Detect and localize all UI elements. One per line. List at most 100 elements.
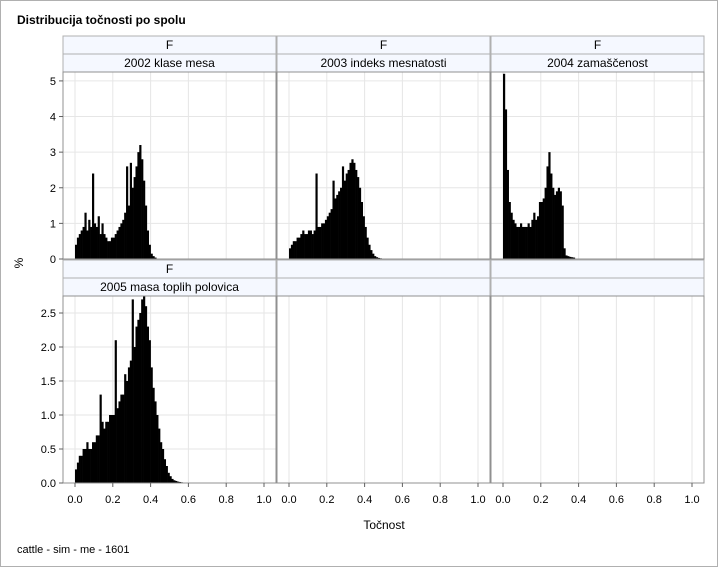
histogram-bar bbox=[152, 387, 155, 483]
histogram-bar bbox=[375, 257, 379, 259]
y-tick-label: 4 bbox=[50, 112, 56, 124]
plot-area bbox=[277, 296, 490, 483]
histogram-bar bbox=[326, 216, 329, 259]
histogram-bar bbox=[118, 401, 121, 483]
histogram-bar bbox=[82, 226, 85, 259]
histogram-bar bbox=[503, 73, 506, 259]
x-tick-label: 0.6 bbox=[609, 494, 624, 506]
histogram-bar bbox=[304, 234, 307, 259]
x-tick-label: 0.4 bbox=[143, 494, 158, 506]
y-tick-label: 0.0 bbox=[41, 478, 56, 490]
histogram-bar bbox=[309, 230, 312, 259]
panel-header-box bbox=[490, 277, 705, 297]
histogram-bar bbox=[129, 162, 132, 259]
histogram-bar bbox=[552, 187, 555, 259]
histogram-bar bbox=[370, 250, 373, 259]
histogram-bar bbox=[97, 216, 100, 259]
histogram-bar bbox=[116, 408, 119, 483]
histogram-bar bbox=[131, 299, 134, 483]
histogram-bar bbox=[84, 449, 87, 483]
histogram-bar bbox=[533, 212, 536, 259]
histogram-bar bbox=[368, 244, 371, 259]
histogram-bar bbox=[341, 166, 345, 259]
histogram-bar bbox=[127, 367, 131, 483]
y-tick-label: 0.5 bbox=[41, 444, 56, 456]
row-header-box bbox=[276, 259, 491, 279]
histogram-bar bbox=[538, 202, 542, 259]
histogram-bar bbox=[177, 481, 180, 483]
histogram-bar bbox=[336, 194, 339, 259]
histogram-bar bbox=[537, 216, 540, 259]
histogram-bar bbox=[114, 340, 117, 483]
plot-border bbox=[62, 295, 277, 484]
histogram-bar bbox=[137, 319, 140, 483]
y-tick-label: 1 bbox=[50, 218, 56, 230]
histogram-bar bbox=[525, 226, 528, 259]
histogram-bar bbox=[563, 248, 566, 259]
panel-header-label: 2002 klase mesa bbox=[124, 56, 215, 70]
plot-area bbox=[491, 296, 704, 483]
histogram-bar bbox=[324, 219, 328, 259]
histogram-bar bbox=[76, 462, 80, 483]
histogram-bar bbox=[148, 244, 151, 259]
y-tick-label: 5 bbox=[50, 76, 56, 88]
histogram-bar bbox=[144, 205, 148, 259]
y-tick-label: 0 bbox=[50, 254, 56, 266]
histogram-bar bbox=[88, 219, 91, 259]
plot-area bbox=[277, 72, 490, 259]
y-axis-label: % bbox=[12, 257, 26, 268]
histogram-bar bbox=[508, 202, 511, 259]
histogram-bar bbox=[300, 234, 303, 259]
histogram-bar bbox=[143, 180, 146, 259]
histogram-bar bbox=[362, 216, 365, 259]
histogram-bar bbox=[80, 230, 83, 259]
histogram-bar bbox=[144, 306, 148, 483]
plot-border bbox=[62, 71, 277, 260]
histogram-bar bbox=[569, 256, 572, 259]
histogram-bar bbox=[506, 169, 509, 259]
histogram-bar bbox=[351, 159, 354, 259]
histogram-bar bbox=[364, 226, 367, 259]
histogram-bar bbox=[355, 169, 358, 259]
histogram-bar bbox=[313, 230, 316, 259]
histogram-bar bbox=[120, 223, 123, 259]
histogram-bar bbox=[523, 226, 526, 259]
histogram-bar bbox=[93, 223, 97, 259]
chart-title: Distribucija točnosti po spolu bbox=[17, 13, 186, 27]
x-tick-label: 0.4 bbox=[357, 494, 372, 506]
footnote: cattle - sim - me - 1601 bbox=[17, 544, 129, 556]
histogram-bar bbox=[559, 191, 562, 259]
histogram-bar bbox=[156, 415, 159, 483]
row-header-label: F bbox=[594, 38, 601, 52]
histogram-bar bbox=[99, 234, 102, 259]
histogram-bar bbox=[131, 187, 134, 259]
histogram-bar bbox=[141, 299, 144, 483]
histogram-bar bbox=[86, 230, 89, 259]
histogram-bar bbox=[86, 442, 89, 483]
histogram-bar bbox=[120, 394, 123, 483]
x-tick-label: 0.2 bbox=[533, 494, 548, 506]
y-tick-label: 3 bbox=[50, 147, 56, 159]
histogram-bar bbox=[546, 166, 549, 259]
histogram-bar bbox=[146, 326, 150, 483]
histogram-bar bbox=[529, 226, 532, 259]
histogram-bar bbox=[555, 191, 559, 259]
histogram-bar bbox=[321, 223, 324, 259]
histogram-bar bbox=[345, 173, 348, 259]
y-tick-label: 2 bbox=[50, 183, 56, 195]
histogram-bar bbox=[567, 256, 570, 259]
histogram-bar bbox=[110, 415, 114, 483]
histogram-bar bbox=[78, 234, 81, 259]
histogram-bar bbox=[347, 169, 350, 259]
histogram-bar bbox=[289, 248, 292, 259]
histogram-bar bbox=[358, 187, 362, 259]
row-header-label: F bbox=[166, 38, 173, 52]
histogram-bar bbox=[294, 241, 297, 259]
plot-border bbox=[276, 295, 491, 484]
histogram-bar bbox=[353, 162, 356, 259]
histogram-bar bbox=[163, 459, 167, 483]
histogram-bar bbox=[112, 415, 115, 483]
panel-header-box bbox=[276, 277, 491, 297]
histogram-bar bbox=[571, 257, 574, 259]
histogram-bar bbox=[150, 253, 153, 259]
